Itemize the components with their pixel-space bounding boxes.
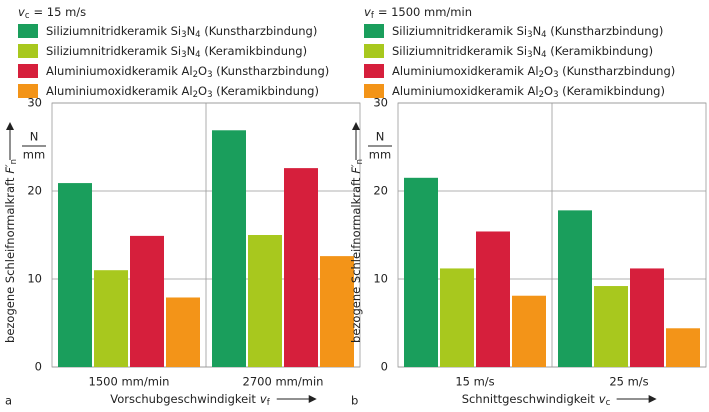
y-axis-label: bezogene Schleifnormalkraft F′n — [3, 159, 19, 343]
bar — [166, 297, 200, 367]
y-tick-label: 0 — [35, 360, 42, 374]
condition-text: = 15 m/s — [34, 5, 87, 19]
unit-numerator: N — [30, 130, 39, 144]
bar — [594, 286, 628, 367]
legend-swatch — [364, 44, 384, 58]
panel-label: b — [351, 394, 358, 408]
axis-arrowhead — [648, 395, 657, 403]
y-tick-label: 30 — [373, 96, 388, 110]
bar — [440, 268, 474, 367]
bar — [58, 183, 92, 367]
condition-symbol: v — [18, 5, 25, 19]
bar — [558, 210, 592, 367]
legend-swatch — [364, 24, 384, 38]
x-axis-label-text: Schnittgeschwindigkeit — [462, 392, 596, 406]
bar — [476, 231, 510, 367]
y-axis-label-text: bezogene Schleifnormalkraft — [3, 177, 17, 343]
y-axis-label-symbol: F′ — [3, 164, 17, 174]
legend-label: Aluminiumoxidkeramik Al2O3 (Keramikbindu… — [46, 84, 319, 100]
legend-swatch — [364, 84, 384, 98]
y-tick-label: 30 — [27, 96, 42, 110]
legend-swatch — [18, 64, 38, 78]
legend-swatch — [364, 64, 384, 78]
unit-denominator: mm — [23, 148, 45, 162]
bar — [404, 177, 438, 367]
bar — [666, 328, 700, 367]
bar — [630, 268, 664, 367]
y-axis-label-subscript: n — [355, 159, 365, 164]
legend-label: Siliziumnitridkeramik Si3N4 (Kunstharzbi… — [392, 24, 663, 40]
condition: vc = 15 m/s — [18, 5, 86, 21]
y-tick-label: 20 — [373, 184, 388, 198]
bar — [94, 270, 128, 367]
y-tick-label: 10 — [373, 272, 388, 286]
bar — [512, 295, 546, 367]
axis-arrowhead — [308, 395, 317, 403]
legend-swatch — [18, 44, 38, 58]
x-tick-label: 15 m/s — [455, 375, 494, 389]
x-axis-label: Vorschubgeschwindigkeit vf — [110, 392, 270, 408]
y-axis-label: bezogene Schleifnormalkraft F′n — [349, 159, 365, 343]
y-tick-label: 10 — [27, 272, 42, 286]
condition-subscript: c — [25, 11, 30, 21]
condition-symbol: v — [364, 5, 371, 19]
bar — [248, 235, 282, 367]
y-axis-label-text: bezogene Schleifnormalkraft — [349, 177, 363, 343]
x-axis-label-subscript: f — [267, 398, 271, 408]
y-tick-label: 20 — [27, 184, 42, 198]
x-axis-label-symbol: v — [260, 392, 267, 406]
legend-label: Siliziumnitridkeramik Si3N4 (Keramikbind… — [46, 44, 307, 60]
x-tick-label: 2700 mm/min — [243, 375, 324, 389]
panel-label: a — [5, 394, 12, 408]
condition-text: = 1500 mm/min — [378, 5, 472, 19]
x-axis-label-symbol: v — [599, 392, 606, 406]
y-axis-label-symbol: F′ — [349, 164, 363, 174]
y-tick-label: 0 — [381, 360, 388, 374]
condition-subscript: f — [371, 11, 375, 21]
legend-label: Siliziumnitridkeramik Si3N4 (Keramikbind… — [392, 44, 653, 60]
x-tick-label: 25 m/s — [609, 375, 648, 389]
unit-denominator: mm — [369, 148, 391, 162]
bar — [212, 130, 246, 367]
legend-label: Aluminiumoxidkeramik Al2O3 (Kunstharzbin… — [46, 64, 329, 80]
bar — [320, 256, 354, 367]
axis-arrowhead — [352, 122, 360, 130]
bar — [130, 235, 164, 367]
x-axis-label-text: Vorschubgeschwindigkeit — [110, 392, 256, 406]
x-axis-label: Schnittgeschwindigkeit vc — [462, 392, 611, 408]
legend-label: Siliziumnitridkeramik Si3N4 (Kunstharzbi… — [46, 24, 317, 40]
legend-label: Aluminiumoxidkeramik Al2O3 (Keramikbindu… — [392, 84, 665, 100]
legend-label: Aluminiumoxidkeramik Al2O3 (Kunstharzbin… — [392, 64, 675, 80]
axis-arrowhead — [6, 122, 14, 130]
condition: vf = 1500 mm/min — [364, 5, 472, 21]
unit-numerator: N — [376, 130, 385, 144]
legend-swatch — [18, 24, 38, 38]
bar — [284, 168, 318, 367]
x-axis-label-subscript: c — [606, 398, 611, 408]
legend-swatch — [18, 84, 38, 98]
y-axis-label-subscript: n — [9, 159, 19, 164]
x-tick-label: 1500 mm/min — [89, 375, 170, 389]
